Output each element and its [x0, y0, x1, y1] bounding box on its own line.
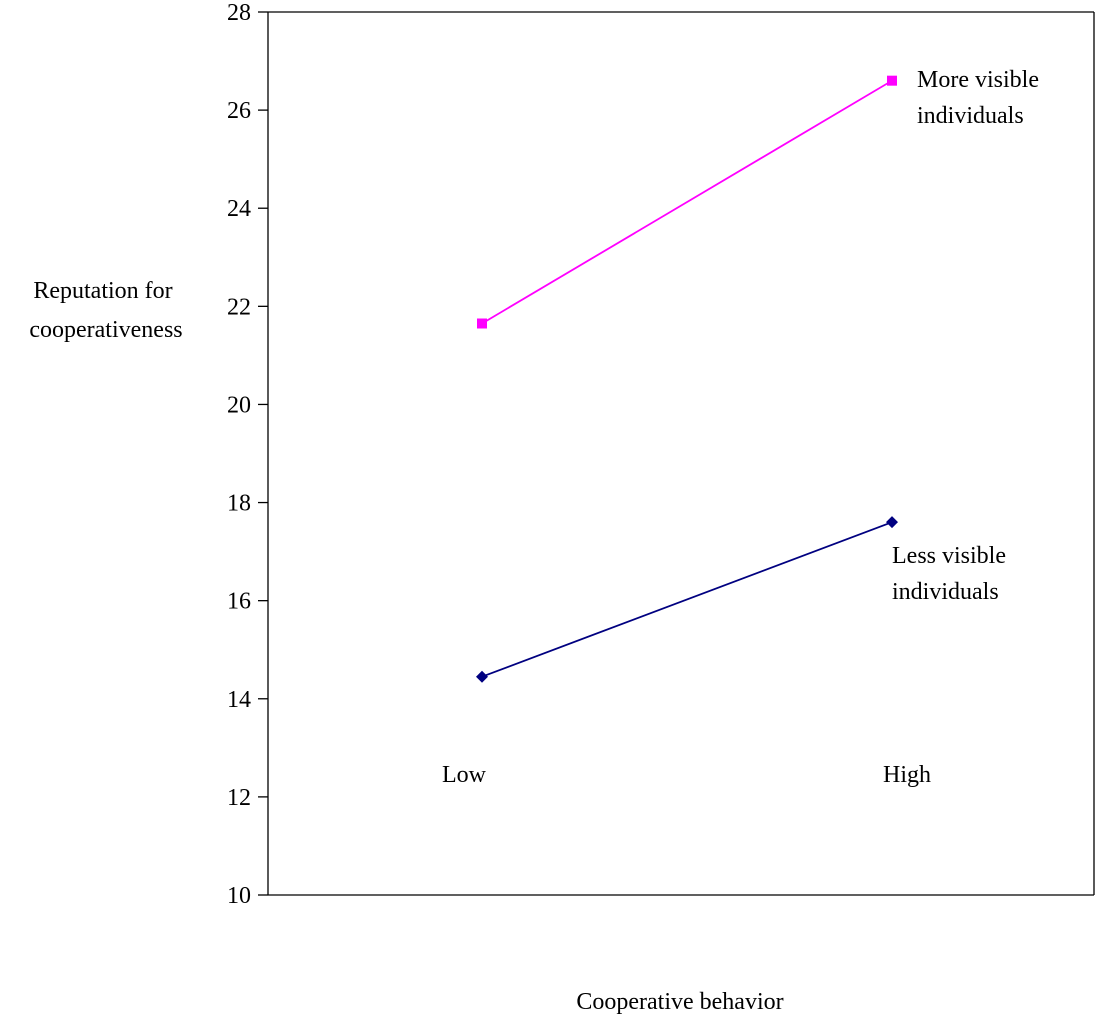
y-tick-label: 14	[227, 687, 251, 713]
data-point-marker	[886, 516, 898, 529]
y-tick-label: 18	[227, 491, 251, 517]
y-axis-title-line-2: cooperativeness	[29, 317, 182, 343]
series-label-line: individuals	[892, 579, 999, 605]
x-axis-title: Cooperative behavior	[576, 989, 783, 1015]
series-label-line: More visible	[917, 67, 1039, 93]
y-tick-label: 22	[227, 294, 251, 320]
series-line	[481, 521, 893, 678]
plot-area	[267, 11, 1095, 896]
y-tick-label: 12	[227, 785, 251, 811]
y-tick-label: 20	[227, 392, 251, 418]
y-axis-title-line-1: Reputation for	[33, 278, 172, 304]
data-point-marker	[477, 318, 487, 329]
series-label-line: individuals	[917, 103, 1024, 129]
x-axis-ticks: Low High	[442, 762, 931, 788]
y-tick-label: 10	[227, 883, 251, 909]
series-label: Less visible individuals	[892, 543, 1006, 605]
y-tick-label: 16	[227, 589, 251, 615]
series-group: More visible individuals Less visible indiv…	[476, 67, 1039, 683]
y-axis-title: Reputation for cooperativeness	[29, 278, 182, 343]
y-axis-ticks: 10 12 14 16 18 20 22 24 26 28	[227, 0, 268, 909]
series-label-line: Less visible	[892, 543, 1006, 569]
series-line	[481, 79, 893, 325]
x-tick-label: Low	[442, 762, 487, 788]
y-tick-label: 24	[227, 196, 251, 222]
data-point-marker	[887, 75, 897, 86]
series-label: More visible individuals	[917, 67, 1039, 129]
y-tick-label: 28	[227, 0, 251, 26]
data-point-marker	[476, 670, 488, 683]
x-tick-label: High	[883, 762, 931, 788]
y-tick-label: 26	[227, 98, 251, 124]
